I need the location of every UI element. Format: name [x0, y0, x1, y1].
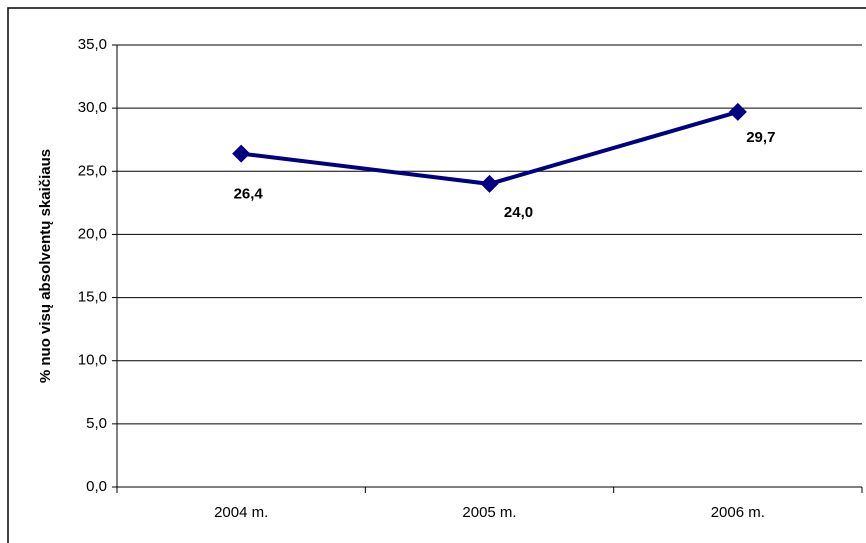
data-label: 24,0	[504, 204, 533, 221]
y-tick-label: 10,0	[78, 352, 107, 369]
data-point	[232, 144, 251, 163]
y-tick-label: 15,0	[78, 289, 107, 306]
x-tick-label: 2004 m.	[214, 504, 268, 521]
y-tick-label: 30,0	[78, 99, 107, 116]
chart-frame	[7, 7, 866, 543]
x-tick-label: 2005 m.	[462, 504, 516, 521]
y-axis-label: % nuo visų absolventų skaičiaus	[37, 149, 54, 383]
x-tick-label: 2006 m.	[711, 504, 765, 521]
y-tick-label: 35,0	[78, 36, 107, 53]
y-tick-label: 20,0	[78, 225, 107, 242]
data-label: 29,7	[746, 129, 775, 146]
data-point	[480, 174, 499, 193]
y-tick-label: 5,0	[86, 415, 107, 432]
data-label: 26,4	[234, 186, 264, 203]
y-tick-label: 0,0	[86, 478, 107, 495]
series-line	[240, 110, 739, 186]
data-point	[728, 102, 747, 121]
y-tick-label: 25,0	[78, 162, 107, 179]
